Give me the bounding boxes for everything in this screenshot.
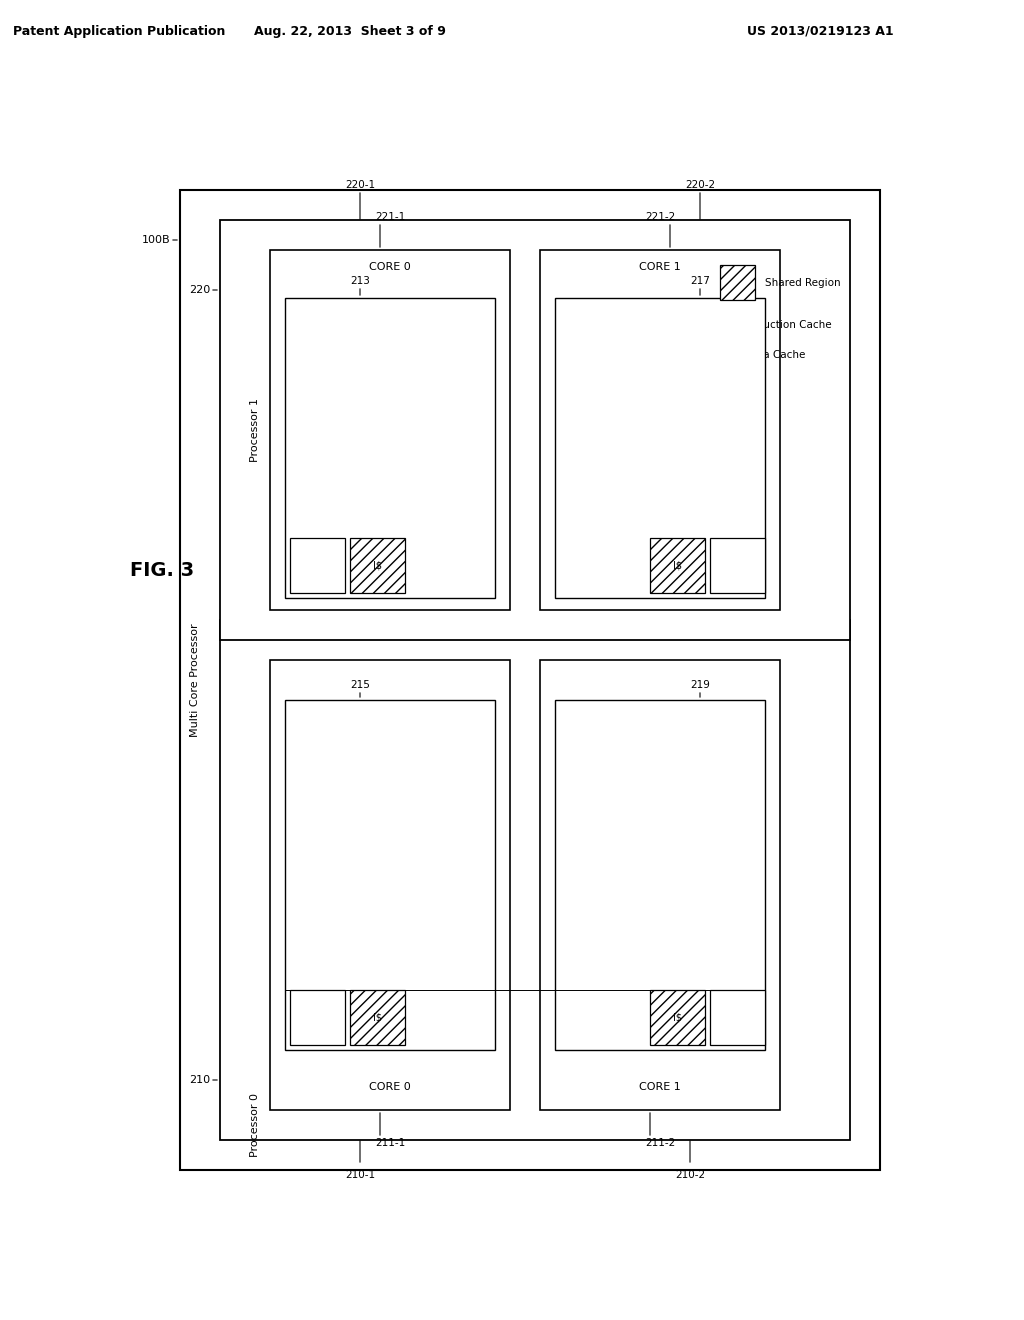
FancyBboxPatch shape — [220, 620, 850, 1140]
FancyBboxPatch shape — [350, 539, 406, 593]
FancyBboxPatch shape — [555, 298, 765, 598]
Text: 221-1: 221-1 — [375, 213, 406, 222]
Text: FIG. 3: FIG. 3 — [130, 561, 195, 579]
Text: 217: 217 — [690, 276, 710, 286]
FancyBboxPatch shape — [650, 990, 705, 1045]
Text: CPU 1: CPU 1 — [643, 719, 677, 730]
FancyBboxPatch shape — [270, 249, 510, 610]
Text: I$: I$ — [373, 561, 382, 570]
FancyBboxPatch shape — [220, 220, 850, 640]
FancyBboxPatch shape — [285, 298, 495, 598]
FancyBboxPatch shape — [350, 990, 406, 1045]
Text: CORE 1: CORE 1 — [639, 261, 681, 272]
FancyBboxPatch shape — [180, 190, 880, 1170]
FancyBboxPatch shape — [290, 990, 345, 1045]
Text: I$: I$ — [673, 1012, 682, 1023]
Text: Shared Region: Shared Region — [765, 277, 841, 288]
Text: CORE 0: CORE 0 — [369, 261, 411, 272]
FancyBboxPatch shape — [540, 249, 780, 610]
Text: 210: 210 — [188, 1074, 210, 1085]
FancyBboxPatch shape — [540, 660, 780, 1110]
Text: D$: D$ — [310, 561, 325, 570]
Text: 100B: 100B — [141, 235, 170, 246]
Text: CORE 0: CORE 0 — [369, 1082, 411, 1092]
Text: 211-2: 211-2 — [645, 1138, 675, 1148]
FancyBboxPatch shape — [555, 700, 765, 1049]
Text: 211-1: 211-1 — [375, 1138, 406, 1148]
Text: I$: I$ — [373, 1012, 382, 1023]
Text: 225: 225 — [307, 520, 328, 531]
Text: Patent Application Publication: Patent Application Publication — [13, 25, 225, 38]
FancyBboxPatch shape — [285, 700, 495, 1049]
Text: 210-2: 210-2 — [675, 1170, 706, 1180]
FancyBboxPatch shape — [710, 539, 765, 593]
Text: Multi Core Processor: Multi Core Processor — [190, 623, 200, 737]
Text: 215: 215 — [350, 680, 370, 690]
Text: D$: D$ — [731, 1012, 744, 1023]
Text: CORE 1: CORE 1 — [639, 1082, 681, 1092]
Text: Aug. 22, 2013  Sheet 3 of 9: Aug. 22, 2013 Sheet 3 of 9 — [254, 25, 445, 38]
Text: 220-2: 220-2 — [685, 180, 715, 190]
Text: US 2013/0219123 A1: US 2013/0219123 A1 — [746, 25, 893, 38]
Text: Processor 1: Processor 1 — [250, 399, 260, 462]
Text: D$: D$ — [310, 1012, 325, 1023]
Text: CPU 1: CPU 1 — [643, 313, 677, 323]
Text: CPU 0: CPU 0 — [374, 719, 407, 730]
Text: 219: 219 — [690, 680, 710, 690]
Text: 220-1: 220-1 — [345, 180, 375, 190]
FancyBboxPatch shape — [720, 265, 755, 300]
Text: IS : Instruction Cache: IS : Instruction Cache — [720, 319, 831, 330]
Text: 210-1: 210-1 — [345, 1170, 375, 1180]
FancyBboxPatch shape — [710, 990, 765, 1045]
Text: D$: D$ — [731, 561, 744, 570]
FancyBboxPatch shape — [290, 539, 345, 593]
Text: 229: 229 — [728, 520, 748, 531]
FancyBboxPatch shape — [650, 539, 705, 593]
Text: Processor 0: Processor 0 — [250, 1093, 260, 1158]
Text: DS : Data Cache: DS : Data Cache — [720, 350, 805, 360]
Text: CPU 0: CPU 0 — [374, 313, 407, 323]
FancyBboxPatch shape — [270, 660, 510, 1110]
Text: 220: 220 — [188, 285, 210, 294]
Text: 213: 213 — [350, 276, 370, 286]
Text: I$: I$ — [673, 561, 682, 570]
Text: 221-2: 221-2 — [645, 213, 675, 222]
